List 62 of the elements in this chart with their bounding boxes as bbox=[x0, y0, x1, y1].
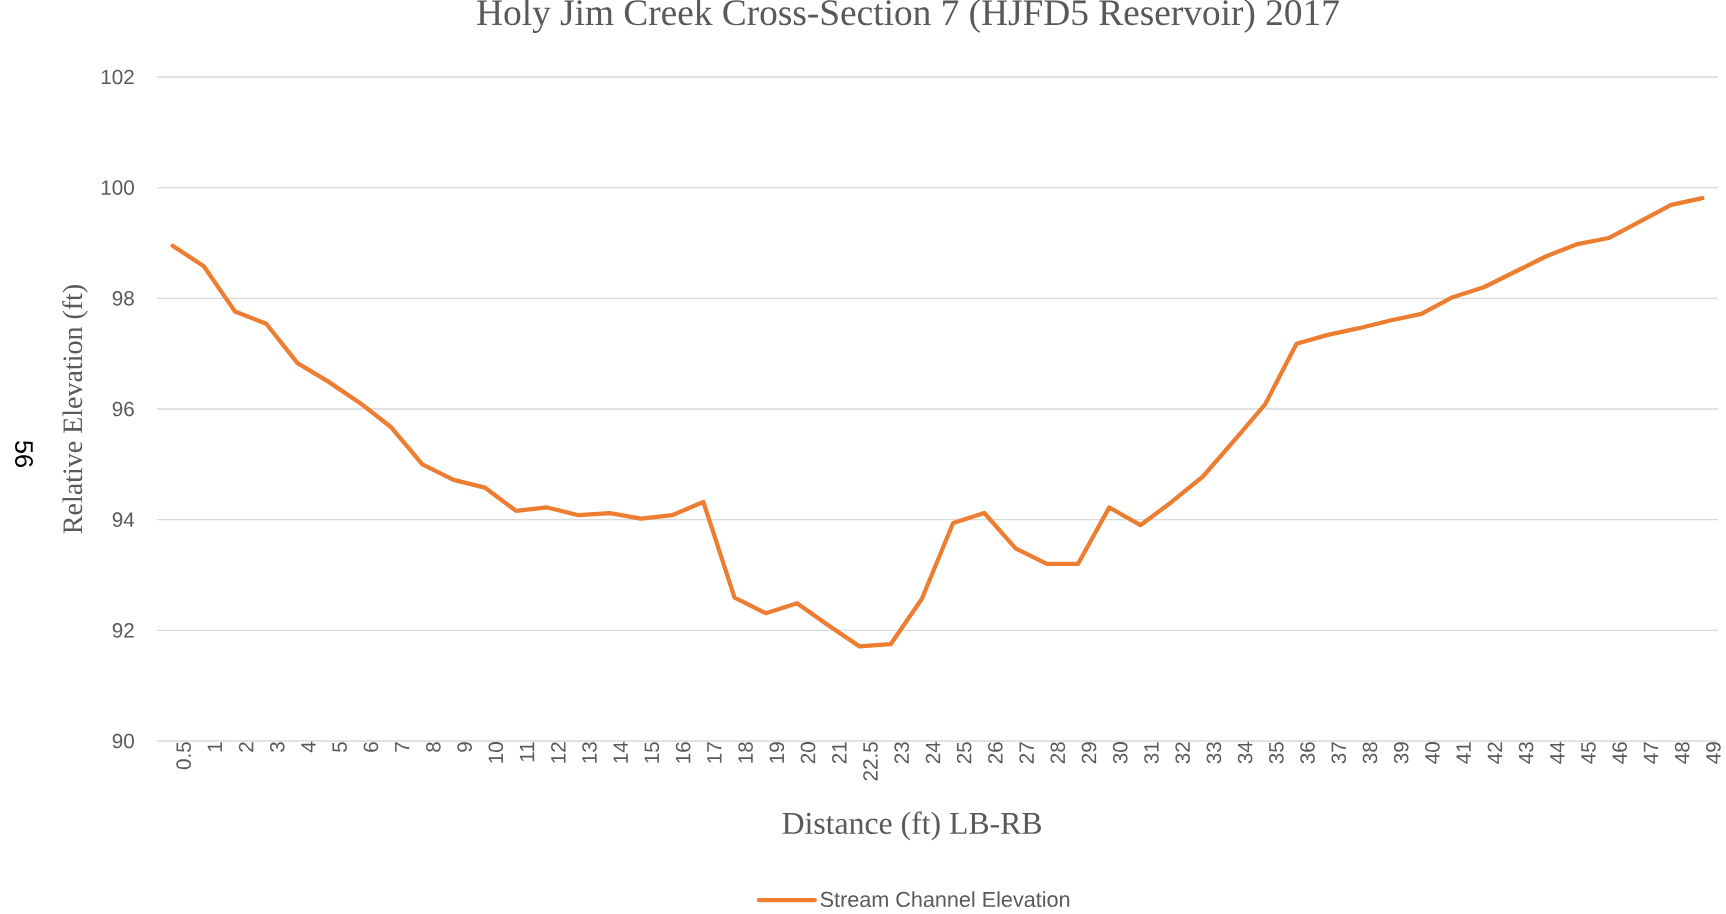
x-tick-label: 24 bbox=[925, 741, 941, 764]
x-tick-label: 14 bbox=[613, 741, 628, 763]
x-tick-label: 34 bbox=[1237, 741, 1253, 764]
x-tick-label: 32 bbox=[1175, 742, 1190, 764]
x-tick-label: 23 bbox=[894, 742, 909, 764]
x-tick-label: 9 bbox=[457, 742, 472, 752]
y-tick-label: 90 bbox=[112, 733, 134, 749]
x-tick-label: 45 bbox=[1581, 742, 1596, 764]
x-tick-label: 28 bbox=[1050, 742, 1066, 764]
x-tick-label: 12 bbox=[551, 742, 566, 763]
x-tick-label: 37 bbox=[1331, 742, 1347, 764]
y-tick-label: 98 bbox=[112, 291, 134, 306]
x-tick-label: 41 bbox=[1456, 742, 1471, 764]
x-tick-label: 6 bbox=[363, 742, 379, 752]
x-tick-label: 10 bbox=[488, 742, 504, 763]
x-tick-label: 27 bbox=[1019, 742, 1034, 764]
y-tick-label: 100 bbox=[101, 180, 134, 195]
y-tick-label: 94 bbox=[112, 512, 135, 527]
x-tick-label: 29 bbox=[1081, 742, 1097, 764]
x-tick-label: 17 bbox=[707, 742, 722, 763]
x-tick-label: 33 bbox=[1206, 742, 1222, 764]
x-tick-label: 49 bbox=[1706, 742, 1721, 764]
x-tick-label: 7 bbox=[395, 742, 410, 752]
x-tick-label: 21 bbox=[832, 742, 847, 764]
x-tick-label: 42 bbox=[1487, 742, 1503, 764]
x-axis-title: Distance (ft) LB-RB bbox=[782, 811, 1041, 841]
x-tick-label: 15 bbox=[644, 742, 660, 763]
x-tick-label: 35 bbox=[1268, 742, 1284, 764]
x-tick-label: 26 bbox=[988, 742, 1003, 764]
x-tick-label: 3 bbox=[269, 742, 285, 752]
x-tick-label: 13 bbox=[582, 742, 597, 763]
x-tick-label: 30 bbox=[1112, 742, 1128, 764]
x-tick-label: 22.5 bbox=[863, 742, 878, 781]
x-tick-label: 38 bbox=[1362, 742, 1378, 764]
text: 56 bbox=[15, 440, 33, 467]
x-tick-label: 40 bbox=[1425, 742, 1440, 764]
x-tick-label: 0.5 bbox=[176, 742, 191, 770]
x-tick-label: 2 bbox=[238, 742, 254, 752]
x-tick-label: 1 bbox=[207, 742, 222, 752]
x-tick-label: 31 bbox=[1144, 742, 1159, 764]
x-tick-label: 4 bbox=[301, 741, 316, 753]
x-tick-label: 44 bbox=[1550, 741, 1565, 764]
x-tick-label: 18 bbox=[738, 742, 753, 763]
x-tick-label: 46 bbox=[1612, 742, 1628, 764]
x-tick-label: 20 bbox=[800, 742, 816, 764]
x-tick-label: 36 bbox=[1300, 742, 1315, 764]
y-tick-label: 102 bbox=[101, 69, 134, 85]
y-tick-label: 92 bbox=[112, 623, 134, 638]
x-tick-label: 16 bbox=[675, 742, 691, 763]
x-tick-label: 47 bbox=[1643, 742, 1659, 764]
x-tick-label: 43 bbox=[1518, 742, 1534, 764]
x-tick-label: 8 bbox=[426, 742, 441, 752]
legend-label: Stream Channel Elevation bbox=[820, 891, 1070, 908]
y-tick-label: 96 bbox=[112, 401, 134, 417]
x-tick-label: 48 bbox=[1674, 742, 1690, 764]
chart-title: Holy Jim Creek Cross-Section 7 (HJFD5 Reservoir) 2017 bbox=[477, 0, 1339, 33]
x-tick-label: 5 bbox=[332, 742, 347, 752]
x-tick-label: 11 bbox=[519, 742, 535, 762]
y-axis-title: Relative Elevation (ft) bbox=[62, 285, 88, 534]
x-tick-label: 25 bbox=[956, 742, 972, 764]
x-tick-label: 39 bbox=[1393, 742, 1409, 764]
x-tick-label: 19 bbox=[769, 742, 785, 763]
